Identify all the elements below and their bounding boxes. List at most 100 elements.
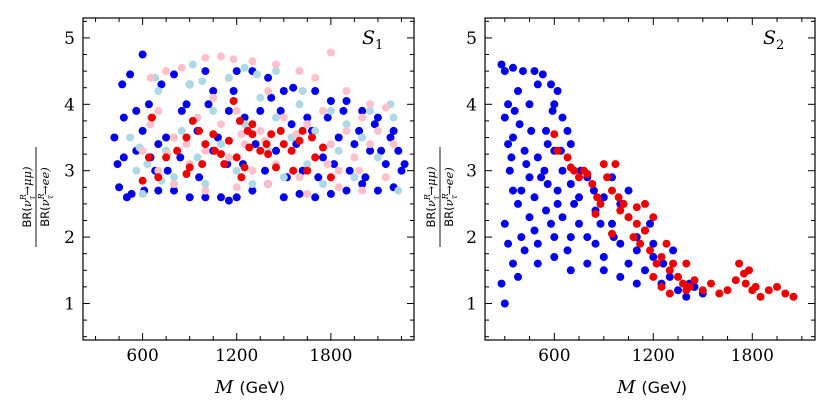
point-pink (366, 140, 375, 149)
point-pink (256, 126, 265, 135)
y-tick-label: 1 (64, 294, 75, 314)
point-blue (509, 133, 517, 142)
point-blue (157, 80, 166, 89)
point-blue (583, 233, 592, 242)
point-red (138, 176, 147, 185)
x-tick-label: 600 (538, 346, 570, 366)
y-tick-label: 4 (64, 95, 75, 115)
point-pink (303, 189, 312, 198)
point-pink (334, 166, 343, 175)
point-lightblue (334, 146, 343, 155)
point-red (198, 160, 207, 169)
point-blue (229, 87, 238, 95)
point-blue (113, 160, 122, 169)
point-red (262, 140, 271, 149)
point-blue (342, 186, 351, 195)
point-blue (373, 113, 382, 122)
point-blue (530, 67, 539, 76)
point-red (632, 219, 641, 228)
point-lightblue (248, 180, 257, 188)
point-blue (201, 67, 210, 76)
point-red (731, 276, 740, 285)
point-blue (558, 166, 567, 175)
point-blue (566, 266, 575, 275)
y-axis-label-left: BR(νRτ→μμ) BR(νRτ→ee) (19, 147, 55, 247)
y-tick-label: 2 (466, 228, 477, 248)
point-red (657, 253, 666, 261)
point-blue (566, 233, 575, 242)
x-tick-label: 1800 (731, 346, 774, 366)
point-blue (497, 60, 506, 69)
point-lightblue (143, 160, 152, 169)
point-blue (267, 93, 276, 102)
point-blue (232, 67, 241, 76)
panel-title: S2 (763, 27, 784, 53)
point-blue (575, 193, 583, 202)
point-red (773, 282, 781, 291)
point-blue (616, 272, 625, 281)
point-red (652, 259, 661, 268)
point-pink (264, 87, 273, 95)
point-red (608, 229, 616, 238)
panel-s2: 600 1200 1800 1 2 3 4 5 S2 (466, 17, 816, 366)
point-blue (497, 279, 506, 288)
x-tick-label: 1800 (309, 346, 352, 366)
point-blue (583, 259, 592, 268)
point-pink (201, 53, 210, 62)
point-pink (154, 106, 163, 115)
point-blue (514, 199, 522, 208)
point-red (237, 173, 246, 182)
point-red (210, 146, 219, 155)
point-red (764, 286, 773, 295)
point-red (646, 246, 654, 255)
point-blue (519, 67, 527, 76)
point-pink (201, 186, 210, 195)
point-red (308, 133, 316, 142)
point-red (173, 146, 182, 155)
point-blue (279, 193, 288, 202)
point-lightblue (198, 77, 207, 86)
point-blue (543, 140, 552, 149)
point-blue (119, 153, 128, 162)
point-blue (566, 180, 575, 188)
point-red (311, 153, 320, 162)
point-lightblue (256, 93, 265, 102)
point-red (319, 143, 327, 152)
x-tick-label: 1200 (215, 346, 258, 366)
point-blue (599, 253, 608, 261)
point-lightblue (224, 73, 233, 82)
point-blue (669, 246, 678, 255)
point-red (570, 166, 579, 175)
point-blue (154, 140, 163, 149)
point-red (209, 130, 218, 139)
point-blue (339, 106, 348, 115)
point-blue (591, 239, 600, 248)
point-pink (358, 186, 367, 195)
point-red (217, 150, 225, 159)
point-red (188, 116, 197, 125)
point-pink (232, 106, 241, 115)
plot-frame (82, 17, 415, 341)
point-blue (543, 180, 552, 188)
point-red (162, 153, 171, 162)
point-red (641, 199, 649, 208)
point-pink (217, 52, 225, 61)
point-pink (381, 103, 390, 112)
point-lightblue (311, 126, 320, 135)
point-red (690, 276, 699, 285)
scatter-points (497, 60, 798, 308)
point-red (641, 226, 649, 235)
y-tick-label: 3 (64, 162, 75, 182)
point-blue (177, 106, 186, 115)
series-blue (497, 60, 707, 308)
point-blue (261, 166, 269, 175)
point-blue (185, 193, 194, 202)
point-red (741, 279, 750, 288)
point-blue (515, 120, 524, 129)
point-blue (370, 120, 379, 129)
point-red (679, 279, 687, 288)
point-lightblue (201, 180, 210, 188)
point-pink (248, 57, 257, 66)
point-pink (138, 146, 147, 155)
point-pink (311, 73, 320, 82)
